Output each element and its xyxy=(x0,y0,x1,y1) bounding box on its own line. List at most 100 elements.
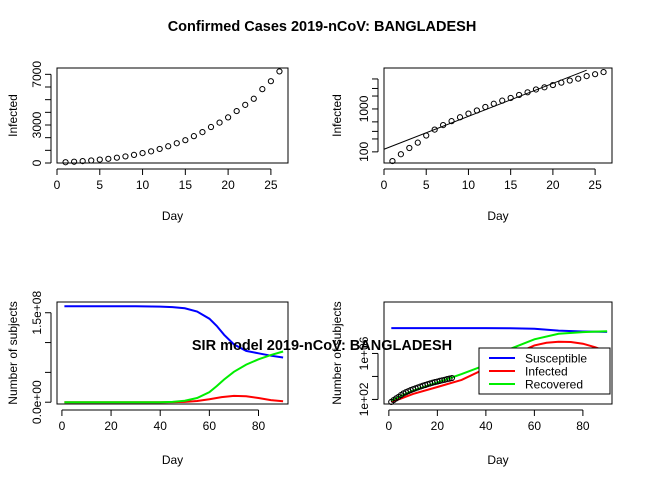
data-point xyxy=(397,151,404,158)
data-point xyxy=(414,139,421,146)
y-axis-label: Number of subjects xyxy=(6,301,20,404)
x-tick-label: 40 xyxy=(154,419,168,433)
x-tick-label: 20 xyxy=(546,178,560,192)
data-point xyxy=(173,140,180,147)
x-tick-label: 5 xyxy=(423,178,430,192)
data-point xyxy=(516,91,523,99)
y-tick-label: 1e+06 xyxy=(357,336,371,370)
data-point xyxy=(276,68,283,75)
legend-label: Infected xyxy=(525,365,568,379)
data-point xyxy=(259,86,266,93)
y-axis-label: Infected xyxy=(6,94,20,137)
chart-panel-top-right: 0 5 10 15 20 25 Day 100 1000 Infected xyxy=(330,67,613,223)
data-point xyxy=(473,107,480,114)
x-tick-label: 20 xyxy=(104,419,118,433)
y-tick-label: 1.5e+08 xyxy=(30,291,44,335)
data-point xyxy=(406,144,413,152)
data-point xyxy=(148,148,155,155)
series-line-susceptible xyxy=(391,327,608,333)
data-point xyxy=(499,97,506,104)
x-tick-label: 0 xyxy=(59,419,66,433)
data-point xyxy=(541,84,548,91)
data-point xyxy=(490,100,497,107)
data-point xyxy=(88,157,95,164)
data-point xyxy=(446,375,453,382)
data-point xyxy=(600,68,607,76)
data-point xyxy=(199,128,206,136)
series-line-recovered xyxy=(64,350,284,404)
data-point xyxy=(448,374,456,382)
x-tick-label: 10 xyxy=(136,178,150,192)
data-point xyxy=(79,158,86,165)
plot-frame xyxy=(56,301,289,405)
legend-label: Recovered xyxy=(525,378,583,392)
data-point xyxy=(182,137,189,144)
data-point xyxy=(583,72,590,80)
x-tick-label: 0 xyxy=(386,419,393,433)
data-point xyxy=(592,71,599,78)
x-tick-label: 0 xyxy=(381,178,388,192)
data-point xyxy=(165,143,172,150)
x-tick-label: 0 xyxy=(54,178,61,192)
data-point xyxy=(431,126,438,133)
data-point xyxy=(122,153,129,160)
data-point xyxy=(233,107,240,115)
data-point xyxy=(558,79,565,86)
x-tick-label: 15 xyxy=(179,178,193,192)
x-tick-label: 80 xyxy=(252,419,266,433)
data-point xyxy=(448,118,455,125)
x-tick-label: 10 xyxy=(462,178,476,192)
data-point xyxy=(139,150,146,157)
x-axis-label: Day xyxy=(487,209,508,223)
data-point xyxy=(440,122,447,129)
x-tick-label: 25 xyxy=(264,178,278,192)
x-tick-label: 60 xyxy=(528,419,542,433)
data-point xyxy=(130,151,138,158)
y-tick-label: 1e+02 xyxy=(357,382,371,416)
x-tick-label: 40 xyxy=(479,419,493,433)
y-tick-label: 100 xyxy=(357,142,371,162)
data-point xyxy=(62,159,69,166)
data-point xyxy=(566,77,573,84)
x-tick-label: 20 xyxy=(221,178,235,192)
x-tick-label: 5 xyxy=(96,178,103,192)
data-point xyxy=(242,101,249,108)
data-point xyxy=(532,86,540,93)
data-point xyxy=(207,123,215,131)
data-point xyxy=(507,94,514,102)
plot-frame xyxy=(383,67,613,164)
chart-panel-bottom-right: 0 20 40 60 80 Day 1e+02 1e+06 Number of subjects… xyxy=(330,301,613,467)
chart-panel-top-left: 0 5 10 15 20 25 Day 0 3000 7000 Infected xyxy=(6,61,289,223)
x-axis-label: Day xyxy=(487,453,508,467)
data-point xyxy=(456,114,464,121)
y-axis-label: Infected xyxy=(330,94,344,137)
data-point xyxy=(225,114,232,121)
y-tick-label: 0.0e+00 xyxy=(30,380,44,424)
top-title: Confirmed Cases 2019-nCoV: BANGLADESH xyxy=(168,19,477,35)
legend-label: Susceptible xyxy=(525,352,587,366)
y-tick-label: 3000 xyxy=(30,111,44,138)
x-tick-label: 80 xyxy=(576,419,590,433)
data-point xyxy=(524,89,531,96)
data-point xyxy=(190,133,197,140)
data-point xyxy=(549,81,556,89)
plot-frame xyxy=(56,67,289,164)
x-axis-label: Day xyxy=(162,453,183,467)
x-tick-label: 25 xyxy=(588,178,602,192)
data-point xyxy=(465,110,472,117)
data-point xyxy=(105,155,112,162)
plot-frame xyxy=(383,301,613,405)
x-tick-label: 60 xyxy=(203,419,217,433)
data-point xyxy=(96,156,103,163)
x-axis-label: Day xyxy=(162,209,183,223)
y-tick-label: 1000 xyxy=(357,95,371,122)
data-point xyxy=(156,145,163,153)
data-point xyxy=(482,103,489,111)
data-point xyxy=(216,119,223,126)
series-line-susceptible xyxy=(64,305,284,359)
data-point xyxy=(71,158,78,165)
bottom-title: SIR model 2019-nCoV: BANGLADESH xyxy=(192,338,452,354)
data-point xyxy=(267,78,274,85)
x-tick-label: 15 xyxy=(504,178,518,192)
